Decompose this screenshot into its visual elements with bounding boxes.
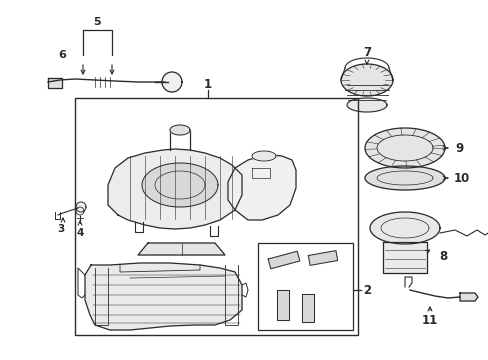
Polygon shape [382,242,426,273]
Text: 1: 1 [203,78,212,91]
Text: 3: 3 [57,224,64,234]
Polygon shape [227,155,295,220]
Polygon shape [170,125,190,135]
Text: 7: 7 [362,45,370,58]
Polygon shape [142,163,218,207]
Polygon shape [251,151,275,161]
Polygon shape [369,212,439,244]
Polygon shape [364,166,444,190]
Polygon shape [276,290,288,320]
Text: 10: 10 [453,171,469,184]
Text: 9: 9 [455,141,463,154]
Text: 2: 2 [362,284,370,297]
Polygon shape [340,64,392,96]
Polygon shape [138,243,224,255]
Polygon shape [346,98,386,112]
Text: 11: 11 [421,314,437,327]
Text: 4: 4 [76,228,83,238]
Polygon shape [302,294,313,322]
Polygon shape [308,251,337,265]
Bar [258,243,352,330]
Polygon shape [108,149,242,229]
Polygon shape [364,128,444,168]
Bar [75,98,357,335]
Polygon shape [48,78,62,88]
Polygon shape [76,207,84,215]
Polygon shape [459,293,477,301]
Polygon shape [85,263,242,330]
Text: 8: 8 [438,249,446,262]
Text: 5: 5 [93,17,101,27]
Text: 6: 6 [58,50,66,60]
Polygon shape [162,72,182,92]
Polygon shape [268,251,299,269]
Polygon shape [76,202,86,212]
